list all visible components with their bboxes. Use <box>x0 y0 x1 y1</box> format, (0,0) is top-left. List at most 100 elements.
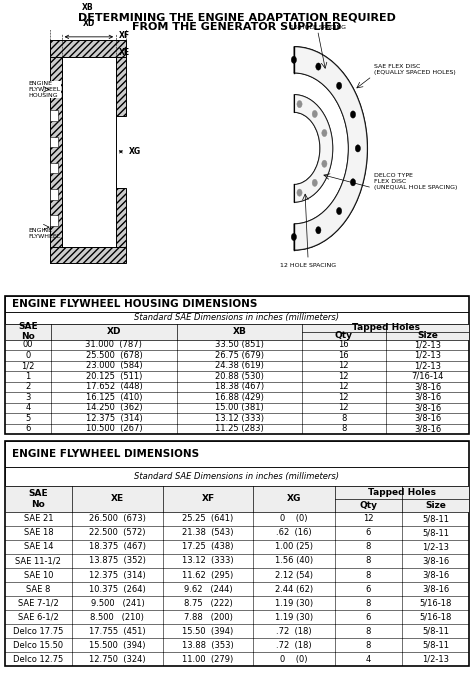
Text: 23.000  (584): 23.000 (584) <box>86 361 142 370</box>
Circle shape <box>350 179 356 186</box>
Circle shape <box>322 129 327 137</box>
Text: 8: 8 <box>365 627 371 636</box>
Text: 33.50 (851): 33.50 (851) <box>215 341 264 349</box>
Text: 11.62  (295): 11.62 (295) <box>182 571 234 579</box>
Text: 5/8-11: 5/8-11 <box>422 627 449 636</box>
Bar <box>5 312 469 324</box>
Text: SAE 14: SAE 14 <box>24 542 53 551</box>
Text: 1.19 (30): 1.19 (30) <box>275 612 313 622</box>
Text: 6: 6 <box>25 425 31 433</box>
Text: 3/8-16: 3/8-16 <box>414 414 441 423</box>
Text: SAE 7-1/2: SAE 7-1/2 <box>18 598 59 608</box>
Circle shape <box>297 100 302 108</box>
Text: 8: 8 <box>365 542 371 551</box>
Polygon shape <box>116 188 126 247</box>
Polygon shape <box>50 163 58 174</box>
Text: 3/8-16: 3/8-16 <box>414 425 441 433</box>
Text: 5/8-11: 5/8-11 <box>422 528 449 538</box>
Text: 3/8-16: 3/8-16 <box>414 403 441 413</box>
Text: 9.62   (244): 9.62 (244) <box>183 585 232 594</box>
Text: 8: 8 <box>365 557 371 565</box>
Text: Delco 17.75: Delco 17.75 <box>13 627 64 636</box>
Text: Tapped Holes: Tapped Holes <box>352 323 419 332</box>
Text: 00: 00 <box>23 341 33 349</box>
Circle shape <box>291 57 297 63</box>
Text: 4: 4 <box>365 655 371 664</box>
Text: Standard SAE Dimensions in inches (millimeters): Standard SAE Dimensions in inches (milli… <box>135 472 339 481</box>
Text: 15.50  (394): 15.50 (394) <box>182 627 234 636</box>
Text: DETERMINING THE ENGINE ADAPTATION REQUIRED: DETERMINING THE ENGINE ADAPTATION REQUIR… <box>78 12 396 22</box>
Text: 20.88 (530): 20.88 (530) <box>215 371 264 381</box>
Text: SAE 11-1/2: SAE 11-1/2 <box>16 557 61 565</box>
Text: Qty: Qty <box>359 501 377 510</box>
Text: 8: 8 <box>341 414 346 423</box>
Text: 13.875  (352): 13.875 (352) <box>89 557 146 565</box>
Text: 26.75 (679): 26.75 (679) <box>215 351 264 360</box>
Text: 12: 12 <box>338 371 349 381</box>
Text: SAE 8: SAE 8 <box>26 585 51 594</box>
Text: 8: 8 <box>365 641 371 649</box>
Text: XF: XF <box>201 495 215 503</box>
Text: 5/8-11: 5/8-11 <box>422 641 449 649</box>
Text: 12: 12 <box>338 403 349 413</box>
Text: 0: 0 <box>25 351 31 360</box>
Text: 7/16-14: 7/16-14 <box>411 371 444 381</box>
Circle shape <box>316 227 321 234</box>
Text: 1/2: 1/2 <box>21 361 35 370</box>
Text: 4: 4 <box>25 403 31 413</box>
Text: XD: XD <box>83 20 95 28</box>
Text: XB: XB <box>82 3 93 12</box>
Text: 1/2-13: 1/2-13 <box>414 351 441 360</box>
Text: SAE 6-1/2: SAE 6-1/2 <box>18 612 59 622</box>
Text: 18.38 (467): 18.38 (467) <box>215 382 264 391</box>
Text: Standard SAE Dimensions in inches (millimeters): Standard SAE Dimensions in inches (milli… <box>135 314 339 322</box>
Text: 2.12 (54): 2.12 (54) <box>275 571 313 579</box>
Text: SAE
No: SAE No <box>28 489 48 509</box>
Circle shape <box>297 189 302 197</box>
Text: 2: 2 <box>25 382 31 391</box>
Text: 1/2-13: 1/2-13 <box>414 361 441 370</box>
Text: 12 HOLE SPACING: 12 HOLE SPACING <box>280 263 336 269</box>
Text: 3/8-16: 3/8-16 <box>422 585 449 594</box>
Text: Tapped Holes: Tapped Holes <box>368 488 436 497</box>
Text: .72  (18): .72 (18) <box>276 641 312 649</box>
Text: 20.125  (511): 20.125 (511) <box>86 371 142 381</box>
Text: 25.25  (641): 25.25 (641) <box>182 514 234 524</box>
Text: 5: 5 <box>25 414 31 423</box>
Text: 21.38  (543): 21.38 (543) <box>182 528 234 538</box>
Text: XE: XE <box>111 495 124 503</box>
Text: .62  (16): .62 (16) <box>276 528 312 538</box>
Text: 3/8-16: 3/8-16 <box>422 571 449 579</box>
Text: 11.00  (279): 11.00 (279) <box>182 655 234 664</box>
Text: 16: 16 <box>338 341 349 349</box>
Text: 24.38 (619): 24.38 (619) <box>215 361 264 370</box>
Circle shape <box>312 110 318 118</box>
Text: 12.375  (314): 12.375 (314) <box>89 571 146 579</box>
Text: 16: 16 <box>338 351 349 360</box>
Text: 1: 1 <box>25 371 31 381</box>
Polygon shape <box>294 46 367 250</box>
Text: 12: 12 <box>338 382 349 391</box>
Text: 3/8-16: 3/8-16 <box>414 393 441 402</box>
Bar <box>5 441 469 467</box>
Text: 10.375  (264): 10.375 (264) <box>89 585 146 594</box>
Text: Size: Size <box>417 331 438 340</box>
Circle shape <box>337 82 342 90</box>
Text: Delco 12.75: Delco 12.75 <box>13 655 64 664</box>
Polygon shape <box>50 215 58 226</box>
Text: SAE 18: SAE 18 <box>24 528 53 538</box>
Text: 13.12 (333): 13.12 (333) <box>215 414 264 423</box>
Text: 0    (0): 0 (0) <box>280 655 308 664</box>
Polygon shape <box>50 189 58 200</box>
Text: SAE FLEX DISC
(EQUALLY SPACED HOLES): SAE FLEX DISC (EQUALLY SPACED HOLES) <box>374 64 456 75</box>
Text: 17.755  (451): 17.755 (451) <box>89 627 146 636</box>
Circle shape <box>322 160 327 168</box>
Text: 8.500   (210): 8.500 (210) <box>91 612 144 622</box>
Text: 10.500  (267): 10.500 (267) <box>86 425 142 433</box>
Text: SAE 21: SAE 21 <box>24 514 53 524</box>
Bar <box>5 324 469 340</box>
Text: 1/2-13: 1/2-13 <box>422 655 449 664</box>
Text: 1.00 (25): 1.00 (25) <box>275 542 313 551</box>
Text: 6: 6 <box>365 585 371 594</box>
Text: 3/8-16: 3/8-16 <box>422 557 449 565</box>
